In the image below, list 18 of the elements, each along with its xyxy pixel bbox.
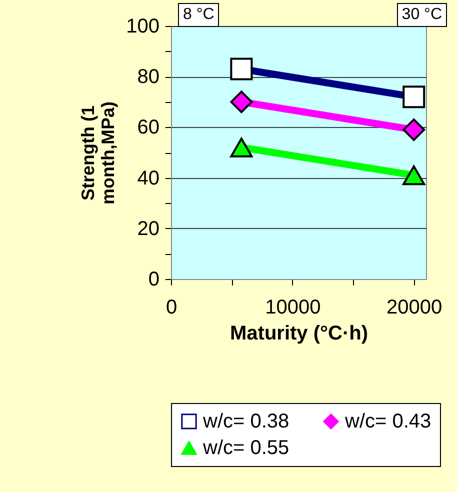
text: 30 °C xyxy=(396,3,447,27)
y-axis-title: Strength (1 month,MPa) xyxy=(78,102,118,204)
y-tick-label: 20 xyxy=(137,218,160,240)
x-tick-label: 0 xyxy=(166,296,178,318)
y-tick-label: 0 xyxy=(148,268,160,290)
y-tick-label: 40 xyxy=(137,167,160,190)
x-tick-label: 20000 xyxy=(386,296,442,318)
legend-label: w/c= 0.43 xyxy=(344,410,432,432)
y-tick-label: 80 xyxy=(137,66,160,88)
text: 8 °C xyxy=(178,3,220,27)
legend-label: w/c= 0.55 xyxy=(202,437,290,459)
point xyxy=(230,90,253,114)
x-tick-label: 10000 xyxy=(265,296,321,318)
x-axis-title: Maturity (°C·h) xyxy=(230,322,368,344)
point xyxy=(402,118,426,141)
legend-label: w/c= 0.38 xyxy=(202,410,290,432)
y-tick-label: 100 xyxy=(126,16,160,38)
y-tick-label: 60 xyxy=(137,116,160,139)
